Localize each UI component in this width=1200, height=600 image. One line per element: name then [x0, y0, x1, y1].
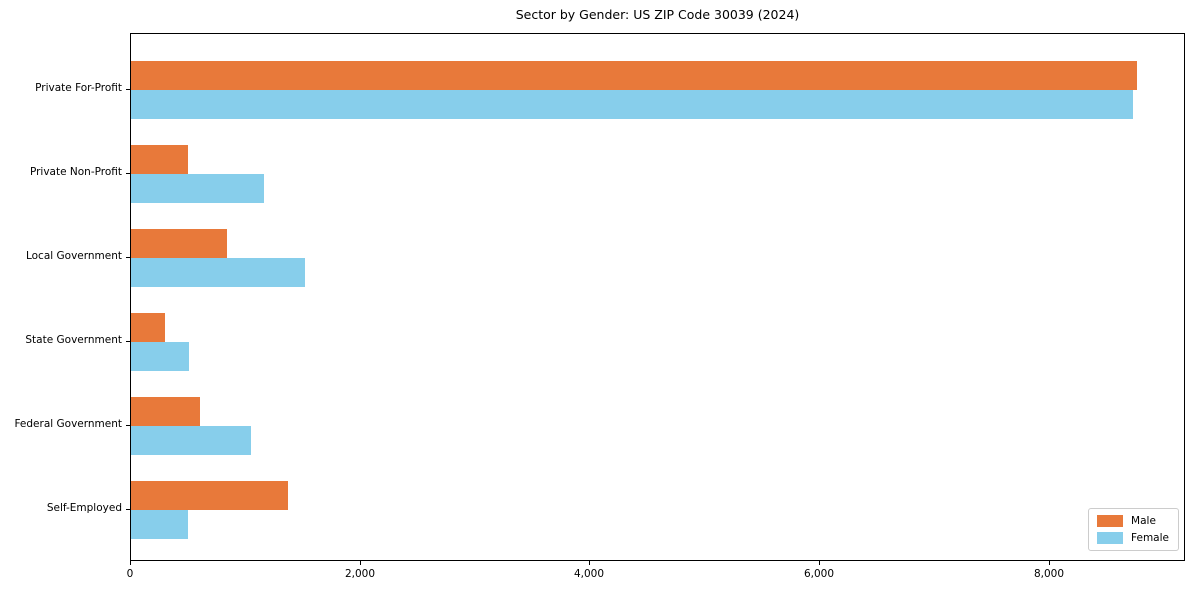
y-tick-mark: [126, 257, 130, 258]
bar-female-state-government: [131, 342, 189, 371]
chart-title: Sector by Gender: US ZIP Code 30039 (202…: [515, 7, 800, 22]
y-tick-label-federal-government: Federal Government: [14, 418, 122, 430]
y-tick-mark: [126, 89, 130, 90]
bar-female-federal-government: [131, 426, 251, 455]
y-tick-mark: [126, 425, 130, 426]
y-tick-label-private-non-profit: Private Non-Profit: [29, 166, 122, 178]
y-tick-mark: [126, 173, 130, 174]
bar-female-self-employed: [131, 510, 188, 539]
y-tick-label-state-government: State Government: [25, 334, 122, 346]
bar-male-self-employed: [131, 481, 288, 510]
legend-item-female: Female: [1097, 532, 1169, 544]
bar-male-local-government: [131, 229, 227, 258]
legend-item-male: Male: [1097, 515, 1169, 527]
legend-swatch-male: [1097, 515, 1124, 527]
bar-female-private-non-profit: [131, 174, 264, 203]
y-tick-mark: [126, 341, 130, 342]
x-tick-label-8000: 8,000: [1033, 568, 1065, 580]
y-tick-label-private-for-profit: Private For-Profit: [35, 82, 122, 94]
legend: Male Female: [1088, 508, 1179, 551]
x-tick-label-2000: 2,000: [344, 568, 376, 580]
x-tick-mark: [130, 561, 131, 565]
bar-female-local-government: [131, 258, 305, 287]
y-tick-label-self-employed: Self-Employed: [46, 502, 122, 514]
x-tick-label-0: 0: [126, 568, 134, 580]
x-tick-mark: [819, 561, 820, 565]
x-tick-mark: [360, 561, 361, 565]
x-tick-label-4000: 4,000: [573, 568, 605, 580]
x-tick-label-6000: 6,000: [803, 568, 835, 580]
x-tick-mark: [1049, 561, 1050, 565]
bar-male-private-for-profit: [131, 61, 1137, 90]
y-tick-mark: [126, 509, 130, 510]
bar-male-federal-government: [131, 397, 200, 426]
plot-area: Male Female: [130, 33, 1185, 561]
bar-male-state-government: [131, 313, 165, 342]
x-tick-mark: [589, 561, 590, 565]
y-tick-label-local-government: Local Government: [25, 250, 122, 262]
legend-swatch-female: [1097, 532, 1124, 544]
bar-female-private-for-profit: [131, 90, 1133, 119]
legend-label-female: Female: [1131, 532, 1169, 544]
legend-label-male: Male: [1131, 515, 1156, 527]
bar-male-private-non-profit: [131, 145, 188, 174]
